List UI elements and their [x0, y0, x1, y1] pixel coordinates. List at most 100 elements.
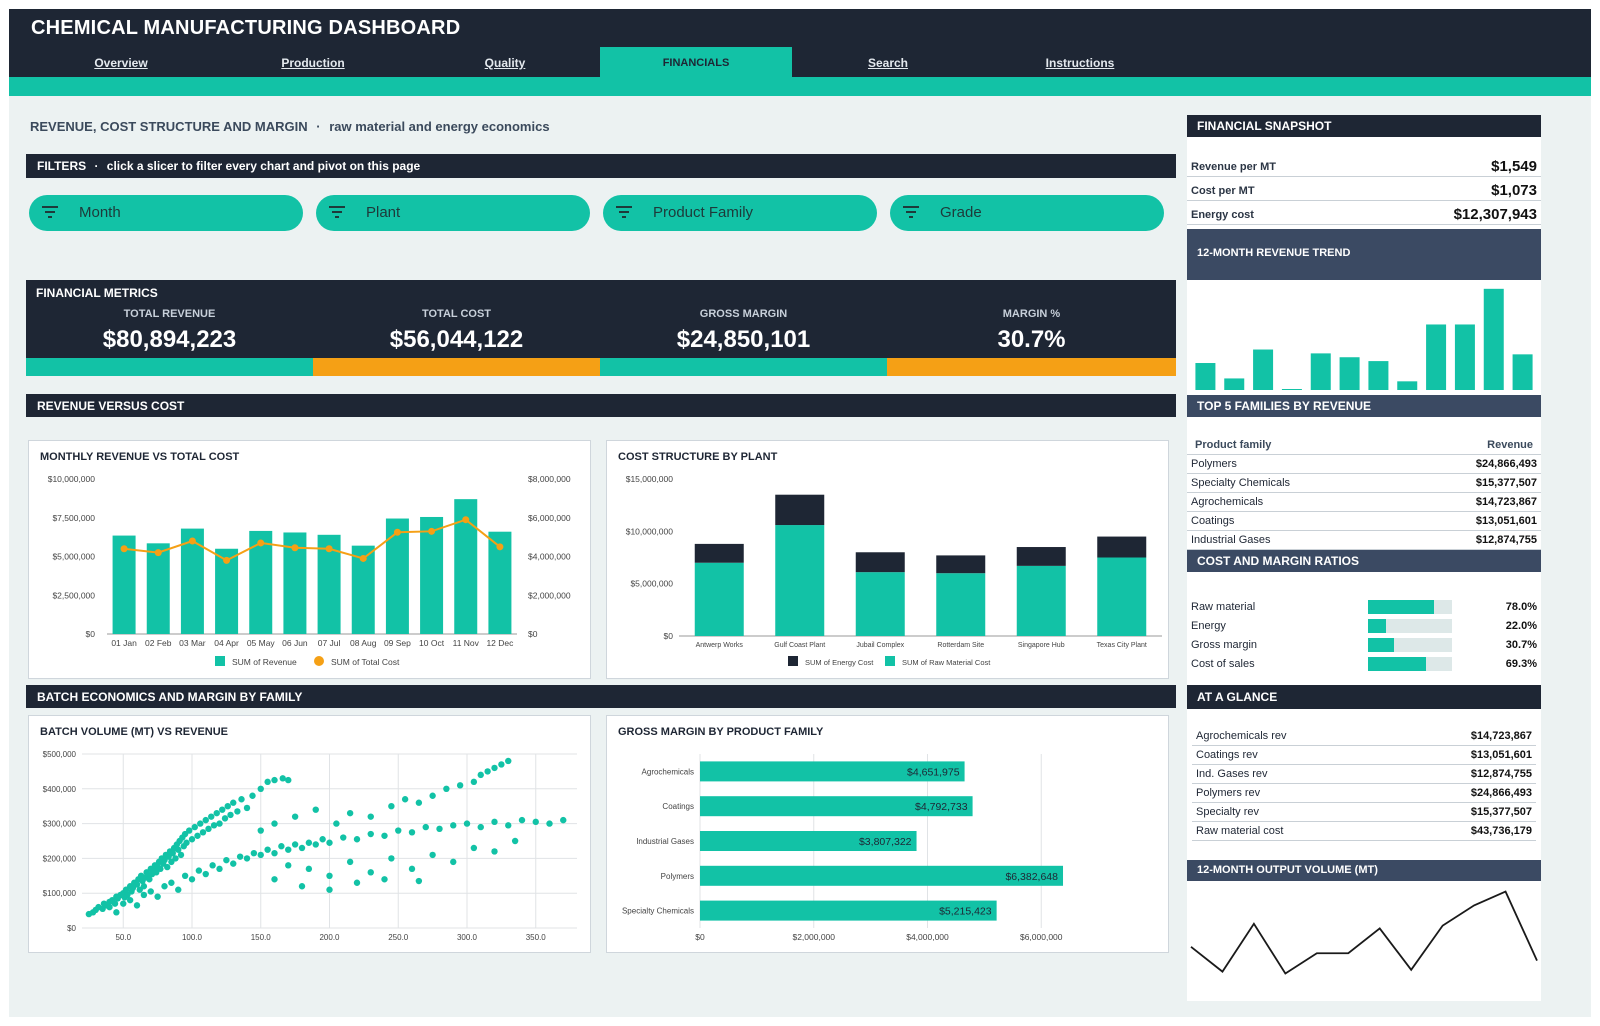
tab-financials[interactable]: FINANCIALS: [600, 47, 792, 77]
scatter-point: [491, 848, 498, 855]
financial-metrics-panel: FINANCIAL METRICS TOTAL REVENUE $80,894,…: [26, 280, 1176, 376]
tab-instructions[interactable]: Instructions: [1045, 56, 1115, 70]
output-volume-line: [1190, 890, 1538, 975]
snapshot-row: Energy cost $12,307,943: [1187, 201, 1541, 225]
table-header-row: Product family Revenue: [1187, 436, 1541, 455]
scatter-point: [340, 834, 347, 841]
scatter-point: [498, 761, 505, 768]
legend-label-raw: SUM of Raw Material Cost: [902, 658, 991, 667]
scatter-point: [140, 883, 148, 890]
metric-total-cost: TOTAL COST $56,044,122: [313, 280, 600, 376]
trend-bar: [1454, 324, 1475, 390]
glance-label: Specialty rev: [1196, 806, 1259, 818]
ratio-bar-track: [1368, 638, 1452, 652]
y-tick: $0: [664, 631, 674, 641]
glance-row: Agrochemicals rev $14,723,867: [1192, 727, 1536, 746]
scatter-point: [491, 764, 498, 772]
revenue-cell: $13,051,601: [1475, 515, 1537, 527]
cost-point: [257, 539, 265, 547]
cost-structure-chart: $0 $5,000,000 $10,000,000 $15,000,000 Antwer…: [626, 474, 1162, 667]
tab-search[interactable]: Search: [867, 56, 909, 70]
filter-icon: [329, 206, 345, 218]
y-tick-right: $8,000,000: [528, 474, 571, 484]
table-row: Polymers $24,866,493: [1187, 455, 1541, 474]
ratio-label: Raw material: [1191, 601, 1256, 613]
energy-bar: [855, 552, 905, 573]
scatter-point: [264, 778, 271, 786]
slicer-month[interactable]: Month: [29, 195, 303, 231]
batch-volume-card: BATCH VOLUME (MT) VS REVENUE $0 $100,000 $…: [28, 715, 591, 953]
scatter-point: [298, 883, 306, 890]
scatter-point: [208, 813, 215, 820]
family-cell: Agrochemicals: [1191, 496, 1264, 508]
cost-structure-card: COST STRUCTURE BY PLANT $0 $5,000,000 $10,…: [606, 440, 1169, 679]
trend-bar: [1195, 363, 1216, 390]
revenue-bar: [112, 535, 136, 634]
scatter-point: [230, 799, 237, 806]
slicer-plant[interactable]: Plant: [316, 195, 590, 231]
scatter-point: [511, 837, 519, 845]
scatter-point: [271, 820, 278, 827]
y-tick-left: $2,500,000: [52, 590, 95, 600]
snapshot-value: $1,073: [1491, 182, 1537, 199]
metric-label: MARGIN %: [1002, 308, 1061, 320]
scatter-point: [205, 825, 212, 833]
slicer-product-family[interactable]: Product Family: [603, 195, 877, 231]
y-tick-left: $5,000,000: [52, 552, 95, 562]
trend-bar: [1224, 378, 1245, 390]
chart-title: COST STRUCTURE BY PLANT: [618, 451, 778, 463]
ratio-row: Cost of sales 69.3%: [1187, 655, 1541, 674]
scatter-point: [146, 876, 153, 883]
tab-production[interactable]: Production: [281, 56, 345, 70]
scatter-point: [177, 851, 185, 859]
cost-point: [393, 528, 401, 536]
x-tick-label: 11 Nov: [453, 638, 480, 648]
scatter-point: [140, 891, 148, 899]
margin-bar: [700, 761, 965, 782]
x-tick-label: Texas City Plant: [1097, 642, 1147, 649]
filter-icon: [42, 206, 58, 218]
scatter-point: [111, 900, 119, 907]
scatter-point: [271, 849, 278, 857]
scatter-point: [236, 853, 244, 860]
trend-bar: [1426, 324, 1447, 390]
x-tick: $6,000,000: [1020, 932, 1063, 942]
monthly-revenue-card: MONTHLY REVENUE VS TOTAL COST $0 $2,500,0…: [28, 440, 591, 679]
family-cell: Specialty Chemicals: [1191, 477, 1291, 489]
y-tick: $5,000,000: [630, 579, 673, 589]
trend-header: 12-MONTH REVENUE TREND: [1187, 229, 1541, 280]
scatter-point: [470, 778, 478, 786]
scatter-point: [186, 827, 193, 834]
raw-material-bar: [1016, 565, 1066, 636]
metric-value: $56,044,122: [389, 326, 524, 353]
family-cell: Industrial Gases: [1191, 534, 1271, 546]
legend-label-cost: SUM of Total Cost: [331, 657, 400, 667]
energy-bar: [694, 543, 744, 563]
metric-label: GROSS MARGIN: [699, 308, 788, 320]
metric-label: TOTAL COST: [421, 308, 492, 320]
gross-margin-card: GROSS MARGIN BY PRODUCT FAMILY $0 $2,000,…: [606, 715, 1169, 953]
slicer-grade[interactable]: Grade: [890, 195, 1164, 231]
top5-table: Product family Revenue Polymers $24,866,4…: [1187, 417, 1541, 550]
scatter-point: [172, 855, 179, 862]
x-tick-label: 04 Apr: [214, 638, 239, 648]
scatter-point: [477, 771, 484, 779]
scatter-point: [305, 865, 313, 873]
tab-quality[interactable]: Quality: [484, 56, 526, 70]
scatter-point: [257, 785, 264, 792]
glance-title: AT A GLANCE: [1187, 685, 1541, 709]
glance-value: $24,866,493: [1470, 787, 1532, 799]
scatter-point: [210, 822, 218, 829]
raw-material-bar: [936, 573, 986, 636]
ratio-value: 69.3%: [1505, 658, 1537, 670]
scatter-point: [257, 851, 264, 859]
tab-overview[interactable]: Overview: [94, 56, 148, 70]
scatter-point: [429, 851, 436, 859]
scatter-point: [183, 839, 190, 846]
margin-bar: [700, 831, 917, 851]
x-tick-label: Jubail Complex: [856, 642, 904, 649]
y-tick-left: $7,500,000: [52, 513, 95, 523]
x-tick-label: Gulf Coast Plant: [774, 642, 825, 649]
y-tick: $500,000: [43, 750, 77, 759]
family-cell: Coatings: [1191, 515, 1235, 527]
